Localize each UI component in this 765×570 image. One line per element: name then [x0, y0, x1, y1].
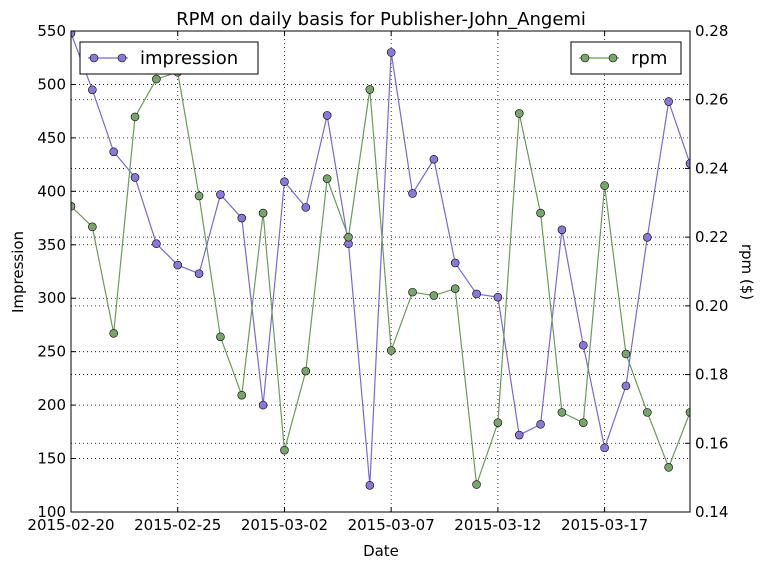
x-tick-label: 2015-03-17: [561, 516, 648, 534]
point-impression: [152, 239, 161, 249]
point-impression: [237, 213, 247, 223]
point-impression: [578, 340, 588, 350]
point-impression: [685, 159, 690, 168]
point-impression: [88, 85, 97, 95]
point-impression: [386, 48, 396, 57]
point-rpm: [194, 191, 204, 201]
y-tick-label-left: 500: [37, 75, 66, 93]
point-rpm: [88, 222, 97, 232]
x-tick-label: 2015-03-02: [241, 516, 328, 534]
point-impression: [130, 173, 140, 182]
point-impression: [664, 97, 673, 106]
y-tick-label-left: 550: [37, 22, 66, 40]
legend-label: impression: [140, 48, 238, 69]
y-tick-label-left: 400: [37, 182, 66, 200]
point-impression: [301, 203, 311, 212]
point-rpm: [216, 332, 225, 342]
point-impression: [429, 154, 439, 164]
point-impression: [536, 420, 545, 429]
x-tick-label: 2015-02-20: [27, 516, 114, 534]
y-tick-label-right: 0.14: [695, 503, 728, 521]
point-rpm: [258, 208, 268, 218]
y-tick-label-left: 100: [37, 503, 66, 521]
y-tick-label-left: 450: [37, 129, 66, 147]
y-tick-label-left: 250: [37, 343, 66, 361]
point-impression: [109, 147, 118, 157]
point-rpm: [450, 284, 460, 293]
point-impression: [472, 289, 481, 299]
point-impression: [621, 381, 631, 391]
point-rpm: [472, 480, 481, 489]
legend-marker: [608, 53, 618, 63]
point-rpm: [536, 208, 545, 218]
point-rpm: [280, 445, 289, 455]
point-impression: [600, 443, 609, 453]
point-impression: [322, 111, 332, 120]
point-rpm: [493, 418, 503, 427]
y-axis-label-right: rpm ($): [738, 244, 756, 300]
x-tick-label: 2015-03-12: [454, 516, 541, 534]
point-rpm: [386, 346, 396, 355]
point-rpm: [152, 74, 161, 84]
y-tick-label-right: 0.18: [695, 366, 728, 384]
point-rpm: [600, 181, 609, 190]
y-tick-label-left: 350: [37, 236, 66, 254]
point-rpm: [301, 366, 311, 376]
point-impression: [194, 269, 204, 278]
point-rpm: [237, 390, 247, 400]
point-rpm: [429, 291, 439, 300]
point-impression: [514, 430, 524, 440]
y-tick-label-right: 0.24: [695, 159, 728, 177]
point-impression: [71, 31, 76, 38]
y-tick-label-right: 0.22: [695, 228, 728, 246]
y-tick-label-right: 0.26: [695, 91, 728, 109]
legend-marker: [580, 53, 590, 63]
point-impression: [365, 480, 375, 490]
point-rpm: [408, 287, 417, 297]
legend-marker: [89, 53, 99, 63]
chart-title: RPM on daily basis for Publisher-John_An…: [176, 9, 586, 30]
point-rpm: [557, 408, 567, 417]
x-tick-label: 2015-03-07: [348, 516, 435, 534]
point-rpm: [578, 418, 588, 427]
x-axis-label: Date: [363, 542, 399, 560]
point-impression: [280, 177, 289, 187]
point-rpm: [109, 329, 118, 338]
series-impression: [71, 31, 690, 490]
point-impression: [493, 292, 503, 302]
point-rpm: [365, 85, 375, 94]
point-impression: [450, 258, 460, 268]
y-tick-label-left: 200: [37, 396, 66, 414]
y-tick-label-right: 0.16: [695, 434, 728, 452]
series-line-impression: [71, 32, 690, 486]
point-rpm: [685, 408, 690, 417]
point-rpm: [514, 109, 524, 118]
y-tick-label-right: 0.28: [695, 22, 728, 40]
point-rpm: [71, 201, 76, 211]
point-impression: [408, 189, 417, 198]
point-impression: [216, 190, 225, 199]
y-tick-label-right: 0.20: [695, 297, 728, 315]
point-rpm: [344, 232, 353, 242]
y-tick-label-left: 300: [37, 289, 66, 307]
point-impression: [258, 400, 268, 410]
y-axis-label-left: Impression: [9, 231, 27, 313]
y-tick-label-left: 150: [37, 450, 66, 468]
point-rpm: [322, 174, 332, 184]
series-layer: [71, 31, 690, 490]
plot-frame: [70, 30, 691, 513]
point-impression: [557, 225, 567, 235]
legend-label: rpm: [631, 48, 667, 69]
point-rpm: [643, 408, 652, 417]
point-impression: [643, 232, 652, 242]
legend-impression: impression: [79, 41, 259, 75]
point-impression: [173, 260, 183, 270]
legend-rpm: rpm: [570, 41, 682, 75]
point-rpm: [130, 112, 140, 122]
legend-marker: [117, 53, 127, 63]
point-rpm: [664, 463, 673, 472]
x-tick-label: 2015-02-25: [134, 516, 221, 534]
point-rpm: [621, 349, 631, 359]
